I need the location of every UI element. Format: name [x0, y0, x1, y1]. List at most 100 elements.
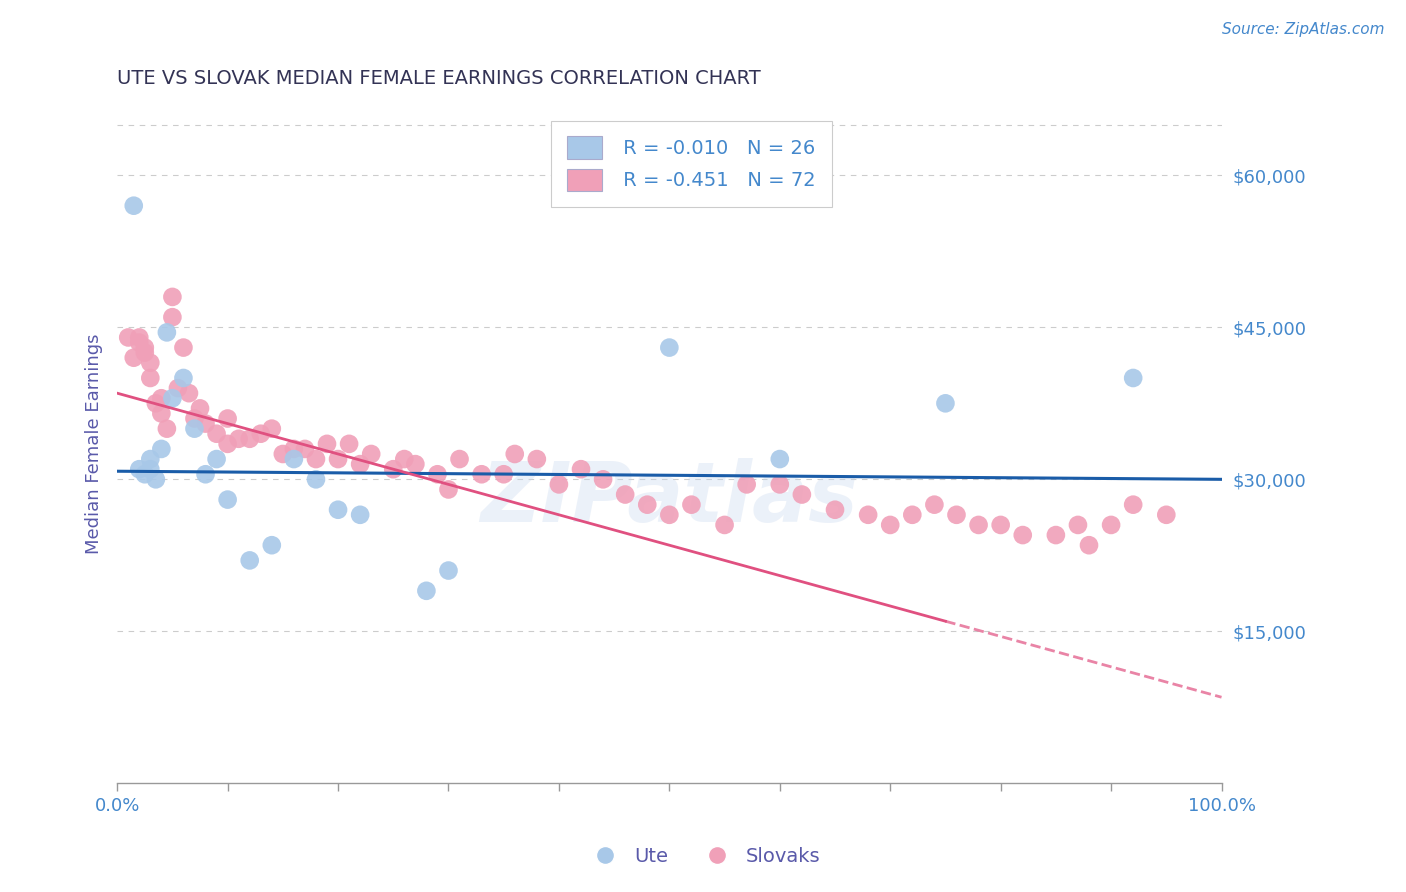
Y-axis label: Median Female Earnings: Median Female Earnings [86, 334, 103, 554]
Point [134, 341, 156, 355]
Point [437, 564, 460, 578]
Point [172, 371, 194, 385]
Point [614, 487, 637, 501]
Point [156, 326, 179, 340]
Point [260, 538, 283, 552]
Point [360, 447, 382, 461]
Legend: Ute, Slovaks: Ute, Slovaks [578, 838, 828, 873]
Point [967, 517, 990, 532]
Point [394, 452, 416, 467]
Point [172, 341, 194, 355]
Point [526, 452, 548, 467]
Point [326, 502, 349, 516]
Point [471, 467, 494, 482]
Point [569, 462, 592, 476]
Point [1045, 528, 1067, 542]
Point [449, 452, 471, 467]
Point [122, 351, 145, 365]
Point [316, 437, 339, 451]
Point [305, 472, 328, 486]
Point [326, 452, 349, 467]
Point [1067, 517, 1090, 532]
Point [1156, 508, 1178, 522]
Point [1099, 517, 1122, 532]
Point [150, 407, 173, 421]
Point [150, 442, 173, 456]
Point [150, 391, 173, 405]
Point [337, 437, 360, 451]
Point [139, 462, 162, 476]
Legend:  R = -0.010   N = 26,  R = -0.451   N = 72: R = -0.010 N = 26, R = -0.451 N = 72 [551, 120, 831, 207]
Point [260, 422, 283, 436]
Point [735, 477, 758, 491]
Point [305, 452, 328, 467]
Point [162, 310, 184, 325]
Point [548, 477, 571, 491]
Point [183, 411, 205, 425]
Point [681, 498, 703, 512]
Point [769, 477, 792, 491]
Point [934, 396, 956, 410]
Point [217, 437, 239, 451]
Point [1078, 538, 1101, 552]
Point [349, 508, 371, 522]
Point [239, 432, 262, 446]
Point [128, 462, 150, 476]
Point [492, 467, 515, 482]
Point [134, 345, 156, 359]
Point [217, 492, 239, 507]
Point [415, 583, 437, 598]
Point [404, 457, 426, 471]
Point [437, 483, 460, 497]
Point [1122, 498, 1144, 512]
Point [156, 422, 179, 436]
Point [426, 467, 449, 482]
Point [636, 498, 658, 512]
Point [249, 426, 271, 441]
Point [990, 517, 1012, 532]
Point [177, 386, 200, 401]
Point [790, 487, 813, 501]
Point [188, 401, 211, 416]
Point [128, 330, 150, 344]
Text: ZIPatlas: ZIPatlas [481, 458, 858, 539]
Point [382, 462, 405, 476]
Point [139, 371, 162, 385]
Point [139, 452, 162, 467]
Point [271, 447, 294, 461]
Point [1122, 371, 1144, 385]
Point [658, 508, 681, 522]
Point [658, 341, 681, 355]
Point [901, 508, 924, 522]
Text: UTE VS SLOVAK MEDIAN FEMALE EARNINGS CORRELATION CHART: UTE VS SLOVAK MEDIAN FEMALE EARNINGS COR… [117, 69, 761, 87]
Point [122, 199, 145, 213]
Point [945, 508, 967, 522]
Point [183, 422, 205, 436]
Point [194, 467, 217, 482]
Point [239, 553, 262, 567]
Point [503, 447, 526, 461]
Point [205, 426, 228, 441]
Point [228, 432, 250, 446]
Point [924, 498, 946, 512]
Point [145, 472, 167, 486]
Point [162, 391, 184, 405]
Point [1011, 528, 1033, 542]
Point [283, 442, 305, 456]
Point [134, 467, 156, 482]
Point [592, 472, 614, 486]
Point [769, 452, 792, 467]
Point [294, 442, 316, 456]
Point [879, 517, 901, 532]
Point [856, 508, 879, 522]
Point [145, 396, 167, 410]
Point [117, 330, 139, 344]
Point [194, 417, 217, 431]
Point [139, 356, 162, 370]
Point [349, 457, 371, 471]
Point [713, 517, 735, 532]
Point [283, 452, 305, 467]
Point [217, 411, 239, 425]
Point [167, 381, 190, 395]
Point [205, 452, 228, 467]
